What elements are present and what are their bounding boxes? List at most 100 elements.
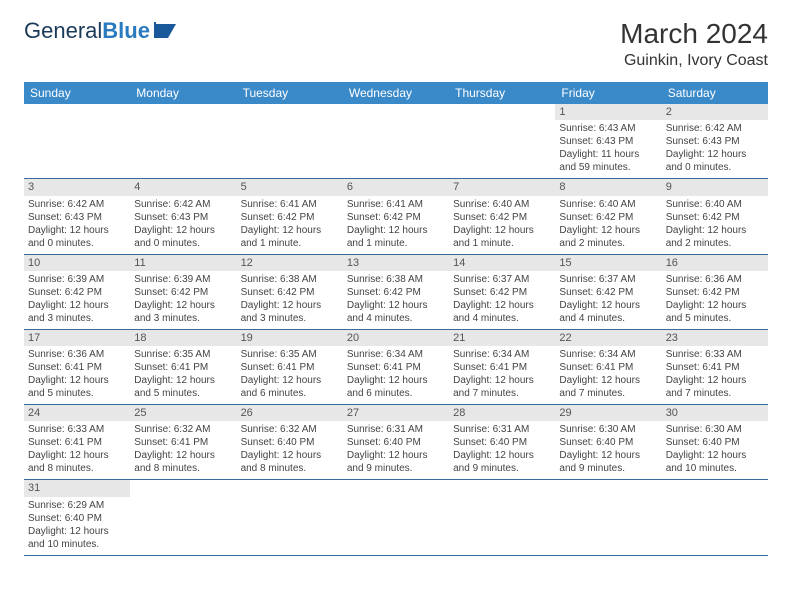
day-cell: 15 Sunrise: 6:37 AMSunset: 6:42 PMDayligh… — [555, 254, 661, 329]
day-number: 7 — [449, 179, 555, 195]
weekday-header: Tuesday — [237, 82, 343, 104]
empty-cell — [130, 480, 236, 555]
day-cell: 25 Sunrise: 6:32 AMSunset: 6:41 PMDayligh… — [130, 405, 236, 480]
logo-text-2: Blue — [102, 18, 150, 44]
logo-text-1: General — [24, 18, 102, 44]
day-cell: 27Sunrise: 6:31 AMSunset: 6:40 PMDayligh… — [343, 405, 449, 480]
day-number: 12 — [237, 255, 343, 271]
logo: GeneralBlue — [24, 18, 182, 44]
day-cell: 20 Sunrise: 6:34 AMSunset: 6:41 PMDayligh… — [343, 329, 449, 404]
day-cell: 19 Sunrise: 6:35 AMSunset: 6:41 PMDayligh… — [237, 329, 343, 404]
day-details: Sunrise: 6:39 AMSunset: 6:42 PMDaylight:… — [28, 273, 126, 325]
day-number: 21 — [449, 330, 555, 346]
day-cell: 24 Sunrise: 6:33 AMSunset: 6:41 PMDayligh… — [24, 405, 130, 480]
day-details: Sunrise: 6:42 AMSunset: 6:43 PMDaylight:… — [666, 122, 764, 174]
day-details: Sunrise: 6:42 AMSunset: 6:43 PMDaylight:… — [134, 198, 232, 250]
flag-icon — [154, 18, 182, 44]
day-cell: 23Sunrise: 6:33 AMSunset: 6:41 PMDayligh… — [662, 329, 768, 404]
day-cell: 10 Sunrise: 6:39 AMSunset: 6:42 PMDayligh… — [24, 254, 130, 329]
day-details: Sunrise: 6:32 AMSunset: 6:41 PMDaylight:… — [134, 423, 232, 475]
calendar-body: 1Sunrise: 6:43 AMSunset: 6:43 PMDaylight… — [24, 104, 768, 555]
header: GeneralBlue March 2024 Guinkin, Ivory Co… — [24, 18, 768, 70]
day-details: Sunrise: 6:35 AMSunset: 6:41 PMDaylight:… — [241, 348, 339, 400]
day-number: 6 — [343, 179, 449, 195]
calendar-row: 10Sunrise: 6:39 AMSunset: 6:42 PMDayligh… — [24, 254, 768, 329]
calendar-header: SundayMondayTuesdayWednesdayThursdayFrid… — [24, 82, 768, 104]
day-details: Sunrise: 6:41 AMSunset: 6:42 PMDaylight:… — [241, 198, 339, 250]
calendar-row: 24 Sunrise: 6:33 AMSunset: 6:41 PMDayligh… — [24, 405, 768, 480]
day-number: 22 — [555, 330, 661, 346]
weekday-header: Wednesday — [343, 82, 449, 104]
empty-cell — [237, 104, 343, 179]
day-details: Sunrise: 6:41 AMSunset: 6:42 PMDaylight:… — [347, 198, 445, 250]
day-number: 18 — [130, 330, 236, 346]
day-cell: 26Sunrise: 6:32 AMSunset: 6:40 PMDayligh… — [237, 405, 343, 480]
empty-cell — [449, 480, 555, 555]
day-number: 13 — [343, 255, 449, 271]
weekday-header: Sunday — [24, 82, 130, 104]
calendar-table: SundayMondayTuesdayWednesdayThursdayFrid… — [24, 82, 768, 556]
day-details: Sunrise: 6:36 AMSunset: 6:42 PMDaylight:… — [666, 273, 764, 325]
day-number: 4 — [130, 179, 236, 195]
day-cell: 5Sunrise: 6:41 AMSunset: 6:42 PMDaylight… — [237, 179, 343, 254]
day-details: Sunrise: 6:36 AMSunset: 6:41 PMDaylight:… — [28, 348, 126, 400]
day-number: 16 — [662, 255, 768, 271]
weekday-header: Saturday — [662, 82, 768, 104]
day-cell: 7Sunrise: 6:40 AMSunset: 6:42 PMDaylight… — [449, 179, 555, 254]
day-cell: 14Sunrise: 6:37 AMSunset: 6:42 PMDayligh… — [449, 254, 555, 329]
day-number: 29 — [555, 405, 661, 421]
day-cell: 28Sunrise: 6:31 AMSunset: 6:40 PMDayligh… — [449, 405, 555, 480]
weekday-header: Monday — [130, 82, 236, 104]
day-cell: 31Sunrise: 6:29 AMSunset: 6:40 PMDayligh… — [24, 480, 130, 555]
day-number: 17 — [24, 330, 130, 346]
day-details: Sunrise: 6:42 AMSunset: 6:43 PMDaylight:… — [28, 198, 126, 250]
day-number: 24 — [24, 405, 130, 421]
day-details: Sunrise: 6:29 AMSunset: 6:40 PMDaylight:… — [28, 499, 126, 551]
day-cell: 9Sunrise: 6:40 AMSunset: 6:42 PMDaylight… — [662, 179, 768, 254]
day-cell: 6 Sunrise: 6:41 AMSunset: 6:42 PMDaylight… — [343, 179, 449, 254]
location: Guinkin, Ivory Coast — [620, 52, 768, 70]
day-cell: 2 Sunrise: 6:42 AMSunset: 6:43 PMDaylight… — [662, 104, 768, 179]
day-number: 3 — [24, 179, 130, 195]
day-details: Sunrise: 6:34 AMSunset: 6:41 PMDaylight:… — [559, 348, 657, 400]
day-cell: 30 Sunrise: 6:30 AMSunset: 6:40 PMDayligh… — [662, 405, 768, 480]
day-details: Sunrise: 6:35 AMSunset: 6:41 PMDaylight:… — [134, 348, 232, 400]
day-details: Sunrise: 6:40 AMSunset: 6:42 PMDaylight:… — [559, 198, 657, 250]
day-details: Sunrise: 6:32 AMSunset: 6:40 PMDaylight:… — [241, 423, 339, 475]
month-title: March 2024 — [620, 18, 768, 50]
weekday-header: Friday — [555, 82, 661, 104]
day-cell: 4 Sunrise: 6:42 AMSunset: 6:43 PMDaylight… — [130, 179, 236, 254]
day-cell: 22 Sunrise: 6:34 AMSunset: 6:41 PMDayligh… — [555, 329, 661, 404]
day-cell: 1Sunrise: 6:43 AMSunset: 6:43 PMDaylight… — [555, 104, 661, 179]
day-number: 15 — [555, 255, 661, 271]
calendar-row: 31Sunrise: 6:29 AMSunset: 6:40 PMDayligh… — [24, 480, 768, 555]
day-number: 8 — [555, 179, 661, 195]
day-number: 10 — [24, 255, 130, 271]
calendar-row: 17 Sunrise: 6:36 AMSunset: 6:41 PMDayligh… — [24, 329, 768, 404]
day-details: Sunrise: 6:34 AMSunset: 6:41 PMDaylight:… — [347, 348, 445, 400]
empty-cell — [343, 480, 449, 555]
day-details: Sunrise: 6:30 AMSunset: 6:40 PMDaylight:… — [666, 423, 764, 475]
day-number: 11 — [130, 255, 236, 271]
day-number: 23 — [662, 330, 768, 346]
day-number: 19 — [237, 330, 343, 346]
day-details: Sunrise: 6:39 AMSunset: 6:42 PMDaylight:… — [134, 273, 232, 325]
day-details: Sunrise: 6:37 AMSunset: 6:42 PMDaylight:… — [559, 273, 657, 325]
day-number: 25 — [130, 405, 236, 421]
day-cell: 3 Sunrise: 6:42 AMSunset: 6:43 PMDaylight… — [24, 179, 130, 254]
day-number: 20 — [343, 330, 449, 346]
day-details: Sunrise: 6:33 AMSunset: 6:41 PMDaylight:… — [28, 423, 126, 475]
day-number: 30 — [662, 405, 768, 421]
day-number: 14 — [449, 255, 555, 271]
day-cell: 16 Sunrise: 6:36 AMSunset: 6:42 PMDayligh… — [662, 254, 768, 329]
title-block: March 2024 Guinkin, Ivory Coast — [620, 18, 768, 70]
day-details: Sunrise: 6:34 AMSunset: 6:41 PMDaylight:… — [453, 348, 551, 400]
empty-cell — [449, 104, 555, 179]
day-cell: 13Sunrise: 6:38 AMSunset: 6:42 PMDayligh… — [343, 254, 449, 329]
day-number: 2 — [662, 104, 768, 120]
day-cell: 29 Sunrise: 6:30 AMSunset: 6:40 PMDayligh… — [555, 405, 661, 480]
day-number: 28 — [449, 405, 555, 421]
day-details: Sunrise: 6:30 AMSunset: 6:40 PMDaylight:… — [559, 423, 657, 475]
empty-cell — [237, 480, 343, 555]
day-details: Sunrise: 6:43 AMSunset: 6:43 PMDaylight:… — [559, 122, 657, 174]
